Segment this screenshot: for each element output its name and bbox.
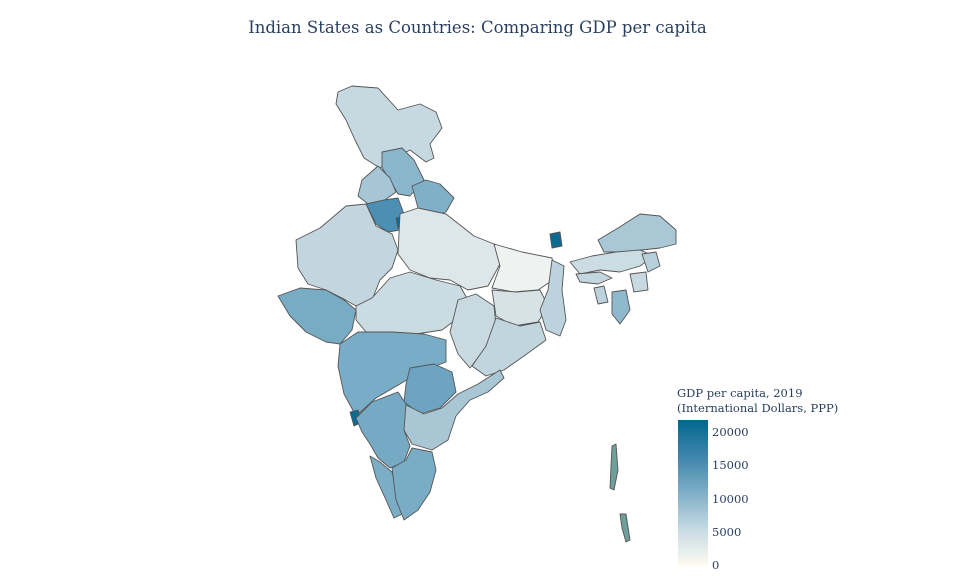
colorbar-title-line1: GDP per capita, 2019 xyxy=(677,386,803,400)
state-rajasthan[interactable] xyxy=(295,203,399,307)
state-punjab[interactable] xyxy=(357,165,397,205)
state-manipur[interactable] xyxy=(629,271,649,293)
colorbar xyxy=(678,420,708,566)
state-tripura[interactable] xyxy=(593,285,609,305)
state-meghalaya[interactable] xyxy=(575,271,613,285)
state-karnataka[interactable] xyxy=(355,391,411,469)
colorbar-gradient xyxy=(678,420,708,566)
chart-title: Indian States as Countries: Comparing GD… xyxy=(248,18,707,37)
state-telangana[interactable] xyxy=(403,363,457,415)
colorbar-tick-5000: 5000 xyxy=(712,525,742,539)
state-andaman-nicobar-south[interactable] xyxy=(619,513,631,543)
colorbar-tick-20000: 20000 xyxy=(712,425,749,439)
state-bihar[interactable] xyxy=(491,243,557,293)
state-uttar-pradesh[interactable] xyxy=(397,207,501,291)
state-tamil-nadu[interactable] xyxy=(391,447,437,521)
state-gujarat[interactable] xyxy=(277,287,357,345)
colorbar-tick-10000: 10000 xyxy=(712,492,749,506)
state-mizoram[interactable] xyxy=(611,289,631,325)
state-andaman-nicobar[interactable] xyxy=(609,443,619,491)
state-odisha[interactable] xyxy=(471,317,547,377)
state-nagaland[interactable] xyxy=(641,251,661,273)
state-sikkim[interactable] xyxy=(549,231,563,249)
state-west-bengal[interactable] xyxy=(539,259,567,337)
state-assam[interactable] xyxy=(569,249,655,275)
state-arunachal-pradesh[interactable] xyxy=(597,213,677,253)
state-andhra-pradesh[interactable] xyxy=(403,369,505,451)
state-jammu-kashmir[interactable] xyxy=(335,85,443,169)
colorbar-tick-0: 0 xyxy=(712,558,720,572)
colorbar-tick-15000: 15000 xyxy=(712,458,749,472)
colorbar-title-line2: (International Dollars, PPP) xyxy=(677,401,839,415)
